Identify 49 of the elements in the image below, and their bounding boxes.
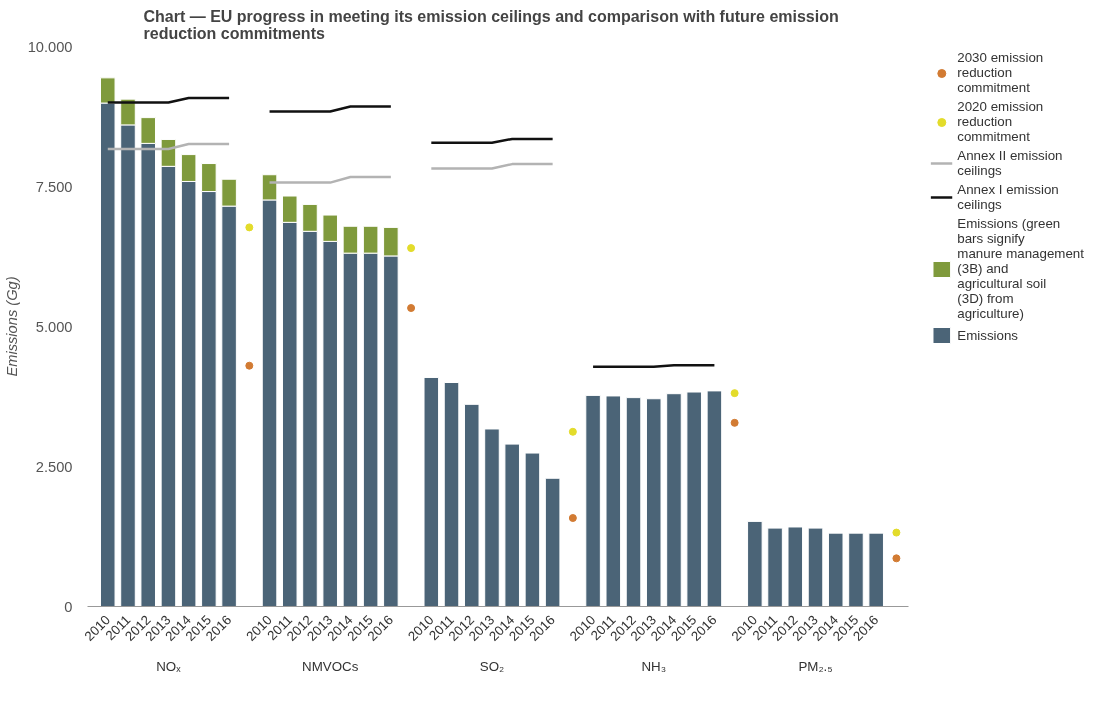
- y-axis-title: Emissions (Gg): [3, 276, 20, 377]
- bar: [585, 394, 601, 607]
- point: [568, 514, 577, 523]
- point: [892, 554, 901, 563]
- chart-title: Chart — EU progress in meeting its emission ceilings and comparison with future emission reduction commitments: [143, 7, 839, 42]
- bar: [666, 393, 682, 607]
- bar: [504, 443, 520, 607]
- bar: [524, 452, 541, 607]
- bar: [868, 532, 884, 607]
- bar: [625, 397, 642, 607]
- legend-label: Emissions (green bars signify manure management (3B) and agricultural soil (3D) from agriculture): [957, 216, 1084, 321]
- y-tick-label: 7.500: [35, 178, 73, 195]
- text: NOₓ: [156, 658, 182, 674]
- bar: [443, 382, 460, 607]
- legend-label: Annex I emission ceilings: [957, 182, 1059, 212]
- bar: [747, 520, 763, 607]
- point: [407, 304, 416, 313]
- bar: [645, 398, 662, 607]
- bar: [787, 526, 804, 607]
- y-tick-label: 0: [64, 598, 73, 615]
- text: NH₃: [641, 658, 667, 674]
- y-tick-label: 2.500: [35, 458, 73, 475]
- bar: [463, 403, 480, 607]
- legend-label: 2030 emission reduction commitment: [957, 50, 1044, 95]
- text: PM₂.₅: [798, 658, 833, 674]
- point: [730, 418, 739, 427]
- bar: [848, 532, 864, 607]
- text: SO₂: [479, 658, 505, 674]
- y-tick-label: 5.000: [35, 318, 73, 335]
- bar: [605, 395, 622, 607]
- legend-label: 2020 emission reduction commitment: [957, 99, 1044, 144]
- legend-label: Annex II emission ceilings: [957, 148, 1063, 178]
- bar: [767, 527, 783, 607]
- point: [730, 389, 739, 398]
- bar: [686, 391, 702, 607]
- bar: [423, 376, 440, 607]
- point: [407, 244, 416, 253]
- bar: [827, 532, 844, 607]
- bar: [807, 527, 824, 607]
- point: [245, 223, 254, 232]
- text: NMVOCs: [302, 658, 359, 674]
- point: [892, 528, 901, 537]
- y-tick-label: 10.000: [27, 38, 73, 55]
- bar: [484, 428, 500, 607]
- point: [568, 427, 577, 436]
- bar: [706, 390, 723, 607]
- point: [245, 361, 254, 370]
- bar: [544, 477, 561, 607]
- legend-label: Emissions: [957, 327, 1019, 343]
